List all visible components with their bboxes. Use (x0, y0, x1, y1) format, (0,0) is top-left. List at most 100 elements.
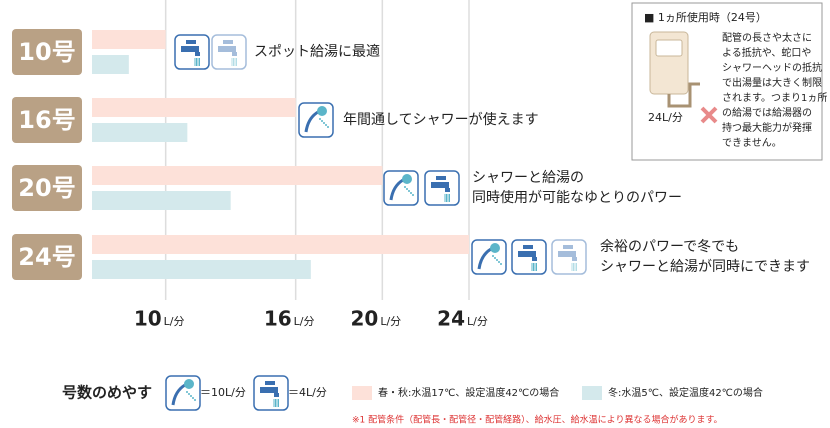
drop (406, 188, 408, 190)
category-label: 24号 (18, 243, 75, 271)
shower-hose (477, 247, 492, 270)
category-label: 20号 (18, 174, 75, 202)
drop (323, 122, 325, 124)
inset-text: で出湯量は大きく制限 (722, 76, 822, 89)
bar (92, 123, 188, 142)
faucet-handle (186, 40, 196, 44)
icon (383, 170, 419, 206)
x-tick-label: 10 (134, 307, 162, 331)
icon-box (211, 34, 247, 70)
drop (500, 263, 502, 265)
faucet-spout (572, 257, 577, 261)
inset-text: の給湯では給湯器の (722, 106, 812, 119)
faucet-body (260, 387, 278, 393)
icon-box (165, 375, 201, 411)
drop (194, 399, 196, 401)
annotation: 年間通してシャワーが使えます (343, 111, 539, 128)
annotation: 同時使用が可能なゆとりのパワー (472, 189, 682, 206)
x-unit: L/分 (380, 315, 401, 328)
shower-hose (304, 110, 319, 133)
category-badge (12, 234, 82, 280)
drop (410, 192, 412, 194)
shower-hose (171, 383, 186, 406)
bar (92, 191, 231, 210)
drop (498, 261, 500, 263)
faucet-handle (523, 245, 533, 249)
faucet-body (431, 182, 449, 188)
drop (494, 257, 496, 259)
annotation: シャワーと給湯の (472, 169, 584, 186)
faucet-body (218, 46, 236, 52)
drop (408, 190, 410, 192)
bar (92, 166, 383, 185)
pipe (667, 82, 700, 108)
faucet-handle (265, 381, 275, 385)
inset-text: 持つ最大能力が発揮 (722, 121, 812, 134)
cross (700, 106, 718, 124)
icon-legend: ＝4L/分 (288, 386, 327, 399)
x-tick-label: 16 (264, 307, 292, 331)
icon-legend: ＝10L/分 (200, 386, 246, 399)
drop (188, 393, 190, 395)
inset-text: よる抵抗や、蛇口や (722, 46, 811, 59)
icon (551, 239, 587, 275)
icon (253, 375, 289, 411)
shower-head (317, 106, 327, 116)
heater-panel (655, 39, 683, 57)
footnote: ※1 配管条件（配管長・配管径・配管経路）、給水圧、給水温により異なる場合があり… (352, 414, 723, 426)
bar (92, 235, 469, 254)
icon-box (551, 239, 587, 275)
drop (325, 124, 327, 126)
faucet-spout (445, 188, 450, 192)
drop (190, 395, 192, 397)
inset-text: できません。 (722, 137, 782, 149)
bar (92, 98, 296, 117)
legend-swatch (582, 386, 602, 400)
bar (92, 55, 129, 74)
bar (92, 260, 311, 279)
x-tick-label: 20 (350, 307, 378, 331)
icon-box (298, 102, 334, 138)
icon (211, 34, 247, 70)
legend-swatch (352, 386, 372, 400)
drop (192, 397, 194, 399)
inset-label: 24L/分 (648, 111, 683, 124)
x-unit: L/分 (164, 315, 185, 328)
faucet-handle (223, 40, 233, 44)
faucet-body (558, 251, 576, 257)
legend-label: 冬:水温5℃、設定温度42℃の場合 (608, 386, 763, 399)
legend-title: 号数のめやす (62, 384, 152, 402)
faucet-spout (195, 52, 200, 56)
icon-box (383, 170, 419, 206)
annotation: スポット給湯に最適 (254, 43, 380, 60)
category-label: 16号 (18, 106, 75, 134)
inset-title: ■ 1ヵ所使用時（24号） (644, 11, 767, 24)
inset-text: されます。つまり1ヵ所 (722, 92, 827, 104)
shower-hose (389, 178, 404, 201)
faucet-spout (532, 257, 537, 261)
shower-head (490, 243, 500, 253)
legend-label: 春・秋:水温17℃、設定温度42℃の場合 (378, 386, 559, 399)
drop (321, 120, 323, 122)
icon-box (471, 239, 507, 275)
icon (424, 170, 460, 206)
icon (511, 239, 547, 275)
category-badge (12, 97, 82, 143)
faucet-spout (274, 393, 279, 397)
faucet-handle (436, 176, 446, 180)
x-unit: L/分 (294, 315, 315, 328)
shower-head (184, 379, 194, 389)
inset-text: 配管の長さや太さに (722, 31, 812, 44)
faucet-handle (563, 245, 573, 249)
annotation: シャワーと給湯が同時にできます (600, 258, 810, 275)
faucet-body (518, 251, 536, 257)
drop (404, 186, 406, 188)
faucet-body (181, 46, 199, 52)
drop (327, 126, 329, 128)
category-badge (12, 29, 82, 75)
inset-text: シャワーヘッドの抵抗 (722, 61, 822, 74)
drop (492, 255, 494, 257)
icon (174, 34, 210, 70)
bar (92, 30, 166, 49)
